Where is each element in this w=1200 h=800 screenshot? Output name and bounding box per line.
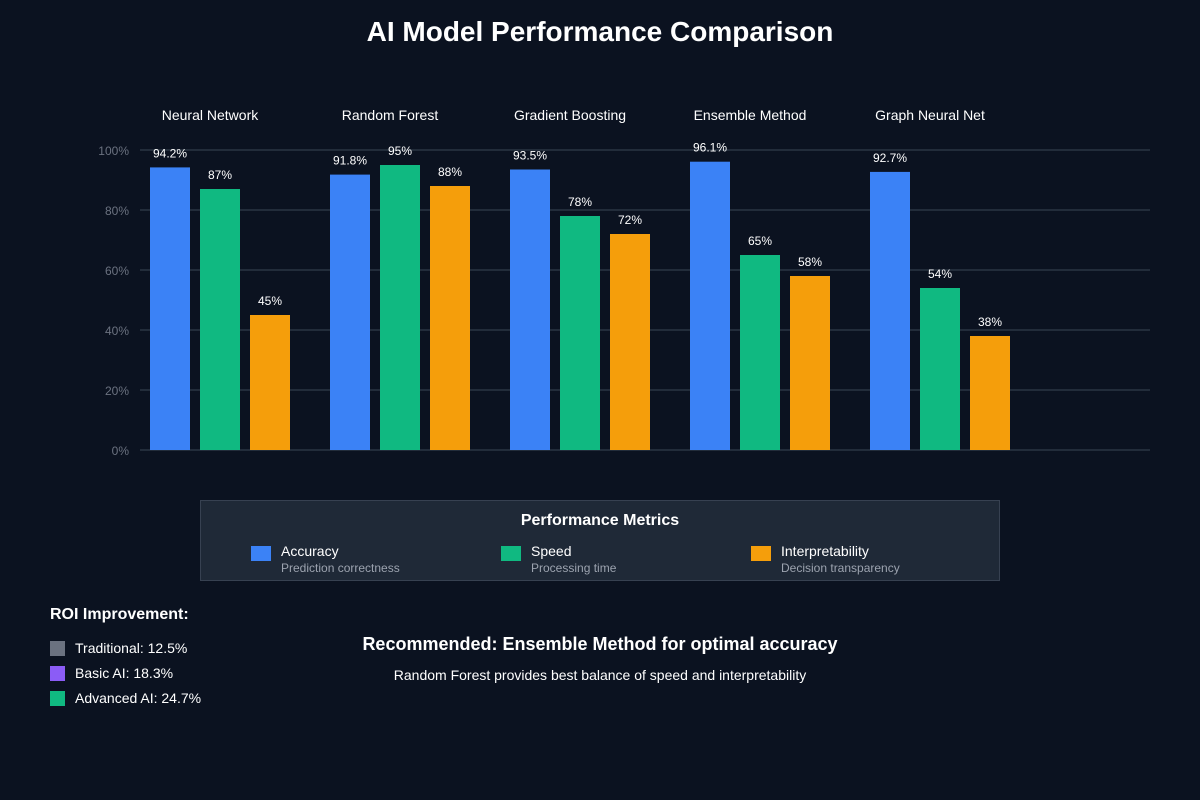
value-label: 94.2% (153, 146, 187, 160)
bar-accuracy (150, 167, 190, 450)
bar-speed (740, 255, 780, 450)
legend-label: Speed (531, 543, 572, 559)
recommendation-title: Recommended: Ensemble Method for optimal… (362, 634, 838, 654)
chart-title: AI Model Performance Comparison (367, 16, 834, 47)
legend-label: Interpretability (781, 543, 869, 559)
value-label: 54% (928, 267, 952, 281)
y-tick-label: 0% (112, 444, 130, 458)
value-label: 92.7% (873, 151, 907, 165)
legend-label: Accuracy (281, 543, 339, 559)
legend-swatch-accuracy (251, 546, 271, 561)
roi-swatch-traditional (50, 641, 65, 656)
value-label: 87% (208, 168, 232, 182)
roi-label: Basic AI: 18.3% (75, 665, 174, 681)
value-label: 93.5% (513, 149, 547, 163)
bar-accuracy (510, 169, 550, 450)
value-label: 88% (438, 165, 462, 179)
legend-title: Performance Metrics (520, 512, 680, 529)
value-label: 45% (258, 294, 282, 308)
y-axis: 0% 20% 40% 60% 80% 100% (98, 144, 129, 458)
bar-interpretability (970, 336, 1010, 450)
bar-interpretability (610, 234, 650, 450)
bar-speed (380, 165, 420, 450)
value-label: 95% (388, 144, 412, 158)
bar-accuracy (870, 171, 910, 450)
value-label: 65% (748, 234, 772, 248)
value-label: 91.8% (333, 154, 367, 168)
value-label: 78% (568, 195, 592, 209)
roi-label: Advanced AI: 24.7% (75, 690, 202, 706)
category-label: Ensemble Method (694, 107, 807, 123)
roi-label: Traditional: 12.5% (75, 640, 188, 656)
bar-interpretability (790, 276, 830, 450)
legend-desc: Processing time (531, 561, 617, 575)
value-label: 96.1% (693, 141, 727, 155)
roi-title: ROI Improvement: (50, 606, 189, 623)
bar-speed (920, 288, 960, 450)
bar-interpretability (430, 186, 470, 450)
bars (150, 161, 1010, 450)
value-labels: 94.2% 87% 45% 91.8% 95% 88% 93.5% 78% 72% 96.1% 65… (153, 141, 1002, 329)
value-label: 38% (978, 315, 1002, 329)
bar-accuracy (690, 161, 730, 450)
roi-swatch-advanced-ai (50, 691, 65, 706)
y-tick-label: 40% (105, 324, 129, 338)
bar-interpretability (250, 315, 290, 450)
bar-chart: AI Model Performance Comparison 0% 20% 40%… (98, 16, 1150, 458)
roi-swatch-basic-ai (50, 666, 65, 681)
category-label: Neural Network (162, 107, 259, 123)
bar-speed (560, 216, 600, 450)
legend-swatch-speed (501, 546, 521, 561)
y-tick-label: 60% (105, 264, 129, 278)
category-label: Graph Neural Net (875, 107, 985, 123)
y-tick-label: 100% (98, 144, 129, 158)
bar-accuracy (330, 174, 370, 450)
value-label: 72% (618, 213, 642, 227)
y-tick-label: 80% (105, 204, 129, 218)
legend: Performance Metrics Accuracy Prediction … (200, 500, 1000, 581)
legend-swatch-interpretability (751, 546, 771, 561)
value-label: 58% (798, 255, 822, 269)
category-label: Gradient Boosting (514, 107, 626, 123)
recommendation-subtitle: Random Forest provides best balance of s… (393, 667, 807, 683)
category-labels: Neural Network Random Forest Gradient Boos… (162, 107, 985, 123)
y-tick-label: 20% (105, 384, 129, 398)
category-label: Random Forest (342, 107, 439, 123)
bar-speed (200, 189, 240, 450)
legend-desc: Prediction correctness (281, 561, 400, 575)
legend-desc: Decision transparency (781, 561, 900, 575)
